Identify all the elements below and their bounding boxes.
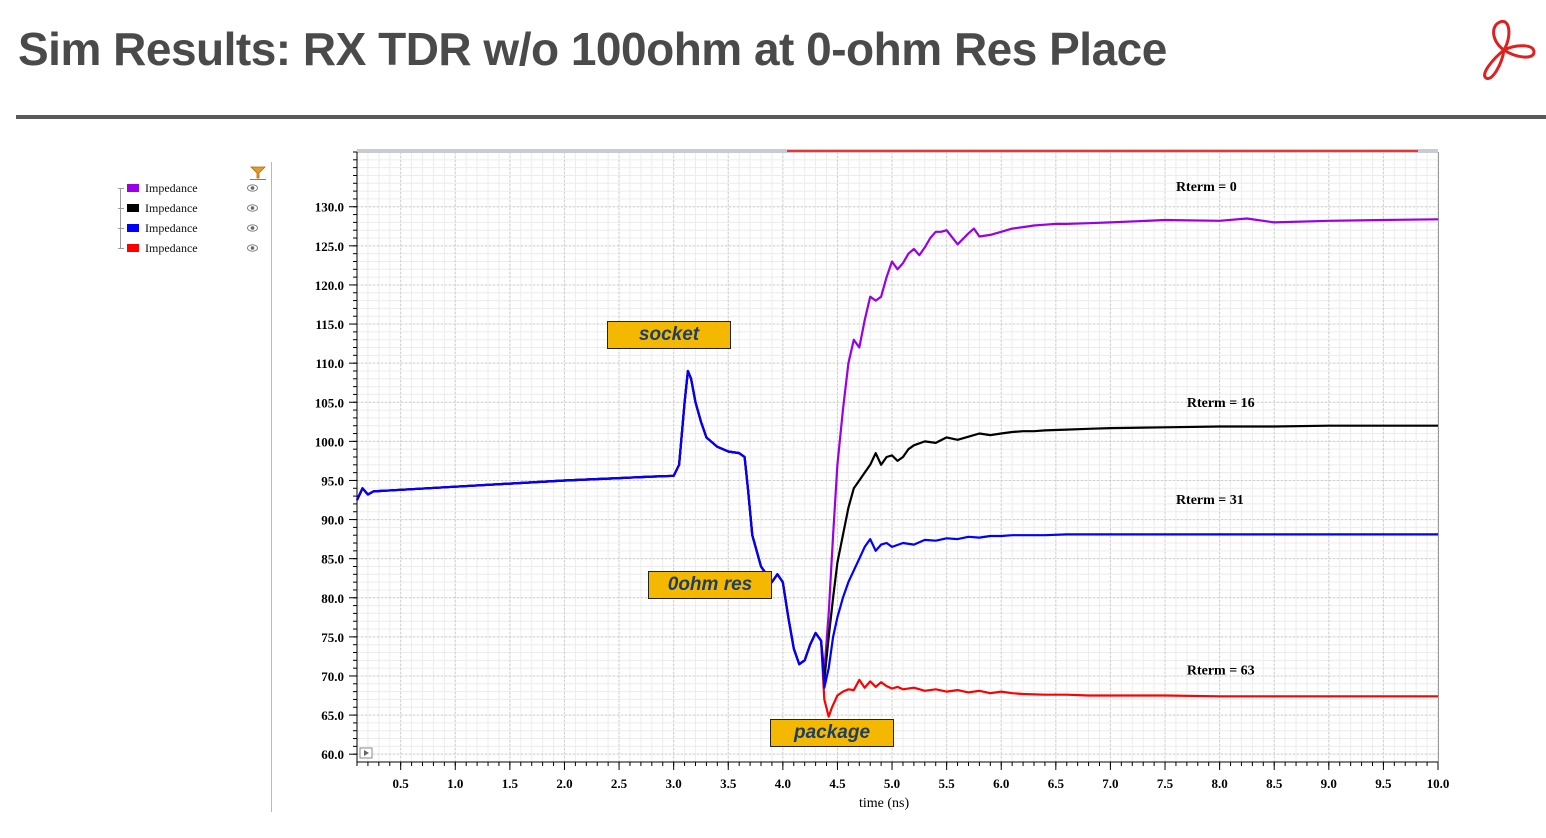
eye-icon[interactable] [247,183,258,193]
legend-label: Impedance [145,180,198,195]
propeller-logo-icon [1483,19,1536,81]
x-tick-label: 4.5 [829,776,846,791]
x-axis-label: time (ns) [859,796,909,811]
x-tick-label: 0.5 [393,776,410,791]
y-tick-label: 80.0 [321,591,344,606]
title-divider [16,115,1546,119]
x-tick-label: 10.0 [1427,776,1450,791]
y-tick-label: 130.0 [315,200,344,215]
annotation-0ohm-res: 0ohm res [648,571,772,599]
y-tick-label: 105.0 [315,395,344,410]
legend-label: Impedance [145,200,198,215]
legend-tree-line [120,188,121,248]
legend-item[interactable]: Impedance [118,198,268,218]
x-tick-label: 8.5 [1266,776,1283,791]
x-tick-label: 6.5 [1048,776,1065,791]
y-tick-label: 120.0 [315,278,344,293]
x-tick-label: 9.5 [1375,776,1392,791]
legend-tree-tick [118,207,124,209]
annotation-package: package [770,719,894,747]
legend-swatch [127,204,139,212]
y-tick-label: 100.0 [315,434,344,449]
plot-right-border [1438,152,1439,762]
y-tick-label: 125.0 [315,239,344,254]
expand-arrow-icon [364,750,369,756]
x-tick-label: 1.0 [447,776,463,791]
legend-panel: Impedance Impedance Impedance Impedance [118,162,272,812]
eye-icon[interactable] [247,223,258,233]
x-tick-label: 1.5 [502,776,519,791]
x-tick-label: 5.5 [939,776,956,791]
y-tick-label: 115.0 [315,317,344,332]
legend-swatch [127,184,139,192]
legend-item[interactable]: Impedance [118,238,268,258]
x-tick-label: 9.0 [1321,776,1337,791]
legend-label: Impedance [145,240,198,255]
y-tick-label: 110.0 [315,356,344,371]
x-tick-label: 4.0 [775,776,791,791]
x-tick-label: 7.0 [1102,776,1118,791]
y-tick-label: 75.0 [321,630,344,645]
legend-item[interactable]: Impedance [118,218,268,238]
annotation-socket: socket [607,321,731,349]
y-tick-label: 95.0 [321,473,344,488]
series-label: Rterm = 16 [1187,396,1255,411]
legend-tree-tick [118,247,124,249]
series-label: Rterm = 0 [1176,180,1237,195]
legend-label: Impedance [145,220,198,235]
legend-tree-tick [118,187,124,189]
legend-item[interactable]: Impedance [118,178,268,198]
legend-tree-tick [118,227,124,229]
x-tick-label: 3.5 [720,776,737,791]
legend-swatch [127,244,139,252]
x-tick-label: 3.0 [666,776,682,791]
y-tick-label: 65.0 [321,708,344,723]
x-tick-label: 2.0 [556,776,572,791]
x-tick-label: 6.0 [993,776,1009,791]
y-tick-label: 85.0 [321,552,344,567]
series-line[interactable] [356,369,1438,689]
y-tick-label: 90.0 [321,513,344,528]
filter-icon[interactable] [250,166,266,180]
slide-title: Sim Results: RX TDR w/o 100ohm at 0-ohm … [18,23,1167,75]
x-tick-label: 5.0 [884,776,900,791]
legend-swatch [127,224,139,232]
eye-icon[interactable] [247,203,258,213]
x-tick-label: 8.0 [1211,776,1227,791]
y-tick-label: 70.0 [321,669,344,684]
series-label: Rterm = 63 [1187,663,1255,678]
x-tick-label: 2.5 [611,776,628,791]
y-tick-label: 60.0 [321,747,344,762]
eye-icon[interactable] [247,243,258,253]
series-label: Rterm = 31 [1176,493,1244,508]
x-tick-label: 7.5 [1157,776,1174,791]
